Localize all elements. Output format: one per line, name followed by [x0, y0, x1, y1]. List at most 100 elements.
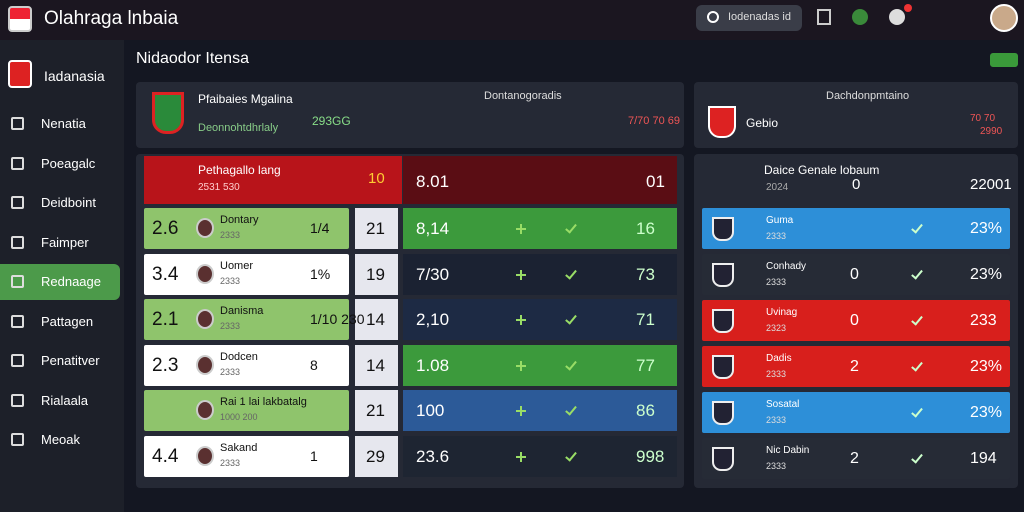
plus-icon	[520, 224, 522, 234]
row-sub: 2333	[766, 231, 787, 241]
right-row	[702, 254, 1010, 295]
row-col2: 14	[366, 355, 385, 375]
row-val: 1%	[310, 265, 331, 282]
row-mid: 2	[850, 450, 859, 467]
rank-cell	[355, 208, 398, 249]
row-col3: 8,14	[416, 219, 450, 238]
row-last: 23%	[970, 404, 1003, 421]
rhead-sub: 2024	[766, 182, 789, 193]
sidebar-item[interactable]: Meoak	[0, 422, 120, 458]
row-sub: 2333	[220, 275, 241, 286]
sidebar-item[interactable]: Deidboint	[0, 185, 120, 221]
row-col2: 14	[366, 310, 385, 330]
right-row	[702, 208, 1010, 249]
row-col2: 21	[366, 219, 385, 238]
sidebar-item[interactable]: Faimper	[0, 225, 120, 261]
row-col2: 19	[366, 264, 385, 284]
left-team: Pfaibaies Mgalina	[198, 92, 293, 106]
plus-icon	[520, 269, 522, 280]
team-crest	[712, 355, 734, 379]
row-name: Danisma	[220, 305, 264, 318]
row-sub: 2333	[220, 458, 241, 468]
row-sub: 2333	[766, 415, 787, 425]
row-rank: 4.4	[152, 446, 179, 467]
row-val: 1/4	[310, 220, 330, 236]
row-name: Dodcen	[220, 350, 258, 363]
row-mid: 0	[850, 312, 859, 329]
row-last: 23%	[970, 358, 1003, 375]
row-sub: 2333	[220, 366, 241, 377]
page-title: Nidaodor Itensa	[136, 50, 249, 67]
sidebar-label: Pattagen	[41, 313, 94, 329]
sidebar-icon	[11, 393, 24, 407]
featured-sub: 2531 530	[198, 182, 240, 193]
sidebar-item[interactable]: Rialaala	[0, 383, 120, 419]
row-name: Dadis	[766, 353, 792, 364]
sidebar-item[interactable]: Penatitver	[0, 343, 120, 379]
row-mid: 0	[850, 266, 859, 283]
sidebar-icon	[11, 275, 24, 288]
plus-icon	[520, 360, 522, 371]
row-last: 998	[636, 447, 665, 466]
row-rank: 2.6	[152, 218, 179, 239]
team-crest	[712, 447, 734, 471]
row-val: 8	[310, 356, 318, 373]
avatar[interactable]	[990, 4, 1018, 32]
team-crest	[196, 400, 214, 421]
panel-right-head	[694, 82, 1018, 148]
row-name: Nic Dabin	[766, 445, 810, 456]
row-col3: 2,10	[416, 310, 450, 330]
featured-name: Pethagallo lang	[198, 163, 281, 177]
search-box[interactable]	[696, 5, 802, 31]
right-crest	[708, 106, 736, 138]
team-cell	[144, 208, 349, 249]
row-last: 73	[636, 264, 655, 284]
team-crest	[152, 92, 184, 134]
row-rank: 2.3	[152, 354, 179, 376]
team-cell	[144, 344, 349, 386]
sidebar-label: Nenatia	[41, 116, 86, 131]
team-crest	[196, 354, 214, 375]
right-team: Gebio	[746, 116, 779, 130]
plus-icon	[520, 406, 522, 417]
logo	[8, 6, 32, 32]
row-name: Guma	[766, 215, 794, 226]
right-row	[702, 438, 1010, 479]
featured-last: 01	[646, 172, 665, 191]
row-name: Sakand	[220, 442, 258, 454]
right-row	[702, 392, 1010, 433]
right-sub: 2990	[980, 126, 1003, 137]
sidebar-item[interactable]: Pattagen	[0, 304, 120, 340]
featured-right	[403, 156, 677, 204]
sidebar-icon	[11, 314, 24, 328]
team-crest	[712, 309, 734, 333]
team-crest	[712, 263, 734, 287]
sidebar-item[interactable]: Rednaage	[0, 264, 120, 300]
row-col3: 23.6	[416, 447, 450, 466]
sidebar-title: Iadanasia	[44, 68, 105, 84]
row-sub: 2323	[766, 323, 787, 333]
row-sub: 2333	[766, 277, 787, 287]
featured-mid: 10	[368, 170, 385, 187]
sidebar-icon	[11, 433, 24, 446]
left-sub: Deonnohtdhrlaly	[198, 122, 279, 134]
team-crest	[712, 401, 734, 425]
row-last: 194	[970, 450, 997, 467]
sidebar-label: Rednaage	[41, 274, 101, 289]
team-crest	[196, 218, 214, 238]
team-cell	[144, 299, 349, 341]
sidebar-icon	[11, 354, 24, 367]
panel-left-head	[136, 82, 684, 148]
team-crest	[196, 263, 214, 284]
badge-toggle[interactable]	[990, 53, 1018, 67]
row-col3: 7/30	[416, 264, 450, 284]
stat-cell	[403, 344, 677, 386]
sidebar-item[interactable]: Poeagalc	[0, 146, 120, 182]
sidebar-item[interactable]: Nenatia	[0, 106, 120, 142]
rhead-mid: 0	[852, 176, 861, 193]
right-score: 70 70	[970, 113, 996, 124]
right-row	[702, 346, 1010, 387]
sidebar-icon	[11, 117, 24, 130]
sidebar-label: Penatitver	[41, 353, 100, 368]
